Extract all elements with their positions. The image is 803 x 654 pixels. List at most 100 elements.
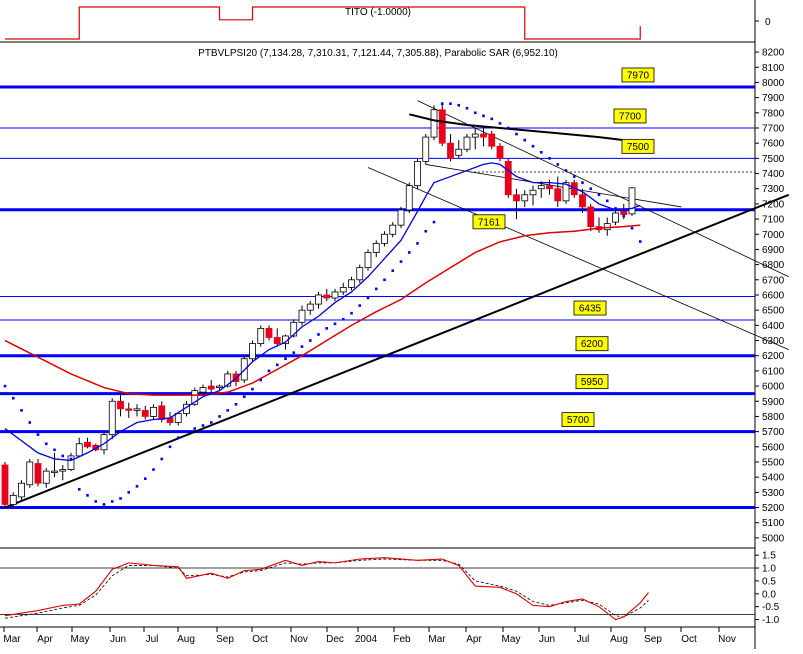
sar-dot xyxy=(53,448,56,452)
sar-dot xyxy=(630,226,634,230)
level-label-text: 7970 xyxy=(627,70,650,81)
candle-body xyxy=(199,387,207,393)
x-tick-label: Aug xyxy=(177,634,195,645)
candle-body xyxy=(273,337,281,344)
y-tick-label: 5000 xyxy=(762,533,785,544)
sar-dot xyxy=(152,468,155,471)
sar-dot xyxy=(185,430,188,433)
y-tick-label: 5400 xyxy=(762,473,785,484)
candle-body xyxy=(603,223,611,231)
candle-body xyxy=(389,224,397,235)
candle-body xyxy=(463,136,471,150)
candle-body xyxy=(579,194,586,208)
candle-body xyxy=(191,390,199,405)
candle-body xyxy=(397,209,405,226)
ma-fast-line xyxy=(4,162,641,462)
moving-averages xyxy=(4,113,641,462)
sar-dot xyxy=(614,207,617,210)
trend-line xyxy=(417,100,789,278)
x-tick-label: Sep xyxy=(216,634,234,645)
osc-main-line xyxy=(4,557,649,621)
x-tick-label: Apr xyxy=(37,634,53,645)
candle-body xyxy=(216,385,223,388)
y-tick-label: 6600 xyxy=(762,290,785,301)
candle-body xyxy=(620,211,628,215)
x-tick-label: Jul xyxy=(146,634,159,645)
candle-body xyxy=(447,142,454,159)
x-tick-label: Jun xyxy=(110,634,126,645)
sar-dot xyxy=(86,494,89,497)
candle-body xyxy=(323,294,331,299)
sar-dot xyxy=(482,114,485,118)
candle-body xyxy=(612,212,619,223)
candle-body xyxy=(554,188,562,202)
x-tick-label: Jun xyxy=(539,634,555,645)
y-tick-label: 6900 xyxy=(762,245,785,256)
y-tick-label: 7100 xyxy=(762,215,785,226)
candle-body xyxy=(34,463,42,484)
osc-tick-label: -1.0 xyxy=(762,615,780,626)
sar-dot xyxy=(548,157,551,160)
candle-body xyxy=(133,408,141,411)
y-tick-label: 7000 xyxy=(762,230,785,241)
sar-dot xyxy=(498,122,502,125)
candle-body xyxy=(125,408,133,411)
candle-body xyxy=(315,294,322,305)
sar-dot xyxy=(308,339,312,342)
y-tick-label: 5600 xyxy=(762,442,785,453)
candle-body xyxy=(141,409,149,417)
x-tick-label: Nov xyxy=(290,634,308,645)
candle-body xyxy=(348,279,355,288)
sar-dot xyxy=(193,427,197,430)
sar-dot xyxy=(333,322,337,326)
candle-body xyxy=(381,233,388,244)
candle-body xyxy=(67,455,75,470)
sar-dot xyxy=(581,181,584,184)
level-label-text: 6200 xyxy=(581,339,604,350)
candle-body xyxy=(364,252,372,269)
candle-body xyxy=(150,406,157,417)
sar-dot xyxy=(61,454,65,458)
candle-body xyxy=(430,109,438,138)
sar-dot xyxy=(143,477,147,480)
level-label-box xyxy=(621,138,655,154)
level-label-text: 7700 xyxy=(619,111,642,122)
candle-body xyxy=(587,206,595,228)
candle-body xyxy=(513,194,520,202)
candle-body xyxy=(249,343,256,360)
sar-dot xyxy=(201,424,205,427)
candle-body xyxy=(9,494,17,505)
x-tick-label: Mar xyxy=(3,634,21,645)
sar-dot xyxy=(432,220,436,224)
candle-body xyxy=(471,133,479,138)
panel-frames xyxy=(0,0,756,649)
sar-dot xyxy=(119,497,122,500)
osc-tick-label: 0.0 xyxy=(762,589,776,600)
y-tick-label: 7200 xyxy=(762,199,785,210)
level-label-box xyxy=(613,108,647,124)
sar-dot xyxy=(383,278,386,282)
candle-body xyxy=(422,136,430,162)
tito-indicator-title: TITO (-1.0000) xyxy=(345,7,411,18)
tito-tick-label: 0 xyxy=(765,17,771,28)
candle-body xyxy=(546,185,553,190)
sar-dot xyxy=(399,260,403,263)
y-tick-label: 7900 xyxy=(762,93,785,104)
x-tick-label: Aug xyxy=(610,634,628,645)
sar-dot xyxy=(350,311,353,315)
y-tick-label: 7400 xyxy=(762,169,785,180)
y-tick-label: 7800 xyxy=(762,108,785,119)
candle-body xyxy=(306,303,314,311)
candle-body xyxy=(265,327,273,338)
sar-dot xyxy=(267,369,271,373)
sar-dot xyxy=(622,214,626,218)
ma-long-line xyxy=(409,113,641,145)
trend-lines xyxy=(4,100,790,509)
x-tick-label: Nov xyxy=(718,634,736,645)
y-tick-label: 5100 xyxy=(762,518,785,529)
candle-body xyxy=(339,286,347,293)
sar-dot xyxy=(407,251,411,254)
sar-dot xyxy=(44,442,48,446)
x-tick-label: May xyxy=(502,634,521,645)
